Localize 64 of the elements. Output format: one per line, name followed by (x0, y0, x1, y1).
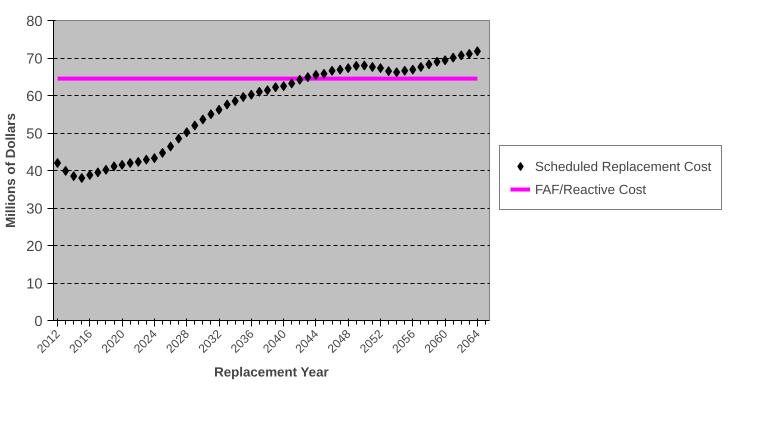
y-tick-label: 30 (26, 202, 43, 218)
y-tick-label: 0 (34, 314, 43, 330)
point (78, 173, 86, 183)
legend-label: Scheduled Replacement Cost (535, 158, 712, 174)
point (401, 66, 408, 76)
point (264, 85, 271, 96)
point (458, 50, 465, 60)
point (280, 81, 288, 92)
point (385, 66, 392, 76)
x-axis-title: Replacement Year (214, 364, 329, 380)
point (425, 59, 432, 70)
point (474, 46, 481, 56)
point (328, 66, 336, 76)
point (288, 78, 296, 88)
point (344, 63, 352, 74)
point (224, 100, 231, 110)
point (175, 134, 182, 144)
point (272, 82, 280, 92)
point (207, 109, 214, 120)
point (102, 164, 110, 175)
point (442, 55, 449, 66)
y-tick-label: 20 (26, 239, 43, 255)
y-tick-label: 10 (26, 276, 43, 292)
point (312, 70, 320, 80)
point (256, 86, 263, 97)
point (216, 104, 223, 115)
point (320, 68, 328, 79)
point (352, 60, 360, 71)
point (62, 166, 70, 176)
point (110, 161, 118, 172)
point (368, 62, 376, 72)
point (94, 167, 102, 178)
point (150, 153, 158, 164)
point (126, 158, 134, 168)
y-tick-label: 80 (26, 14, 43, 30)
point (393, 67, 400, 78)
point (417, 62, 424, 72)
point (240, 92, 247, 102)
point (360, 60, 368, 70)
point (409, 64, 416, 75)
point (86, 170, 94, 180)
point (183, 127, 190, 138)
legend-label: FAF/Reactive Cost (535, 182, 646, 196)
point (466, 48, 473, 59)
point (142, 154, 150, 165)
point (232, 96, 239, 106)
point (167, 142, 174, 152)
y-tick-label: 70 (26, 52, 43, 68)
point (434, 56, 441, 67)
point (296, 74, 304, 85)
point (134, 156, 142, 167)
y-tick-label: 60 (26, 89, 43, 105)
point (70, 171, 78, 182)
point (118, 160, 126, 170)
point (54, 158, 62, 168)
y-tick-label: 40 (26, 164, 43, 180)
point (304, 72, 312, 82)
y-tick-label: 50 (26, 126, 43, 142)
point (191, 120, 198, 130)
y-axis-title: Millions of Dollars (3, 113, 18, 228)
point (336, 64, 344, 75)
point (248, 90, 255, 100)
point (199, 114, 206, 124)
point (450, 52, 457, 63)
